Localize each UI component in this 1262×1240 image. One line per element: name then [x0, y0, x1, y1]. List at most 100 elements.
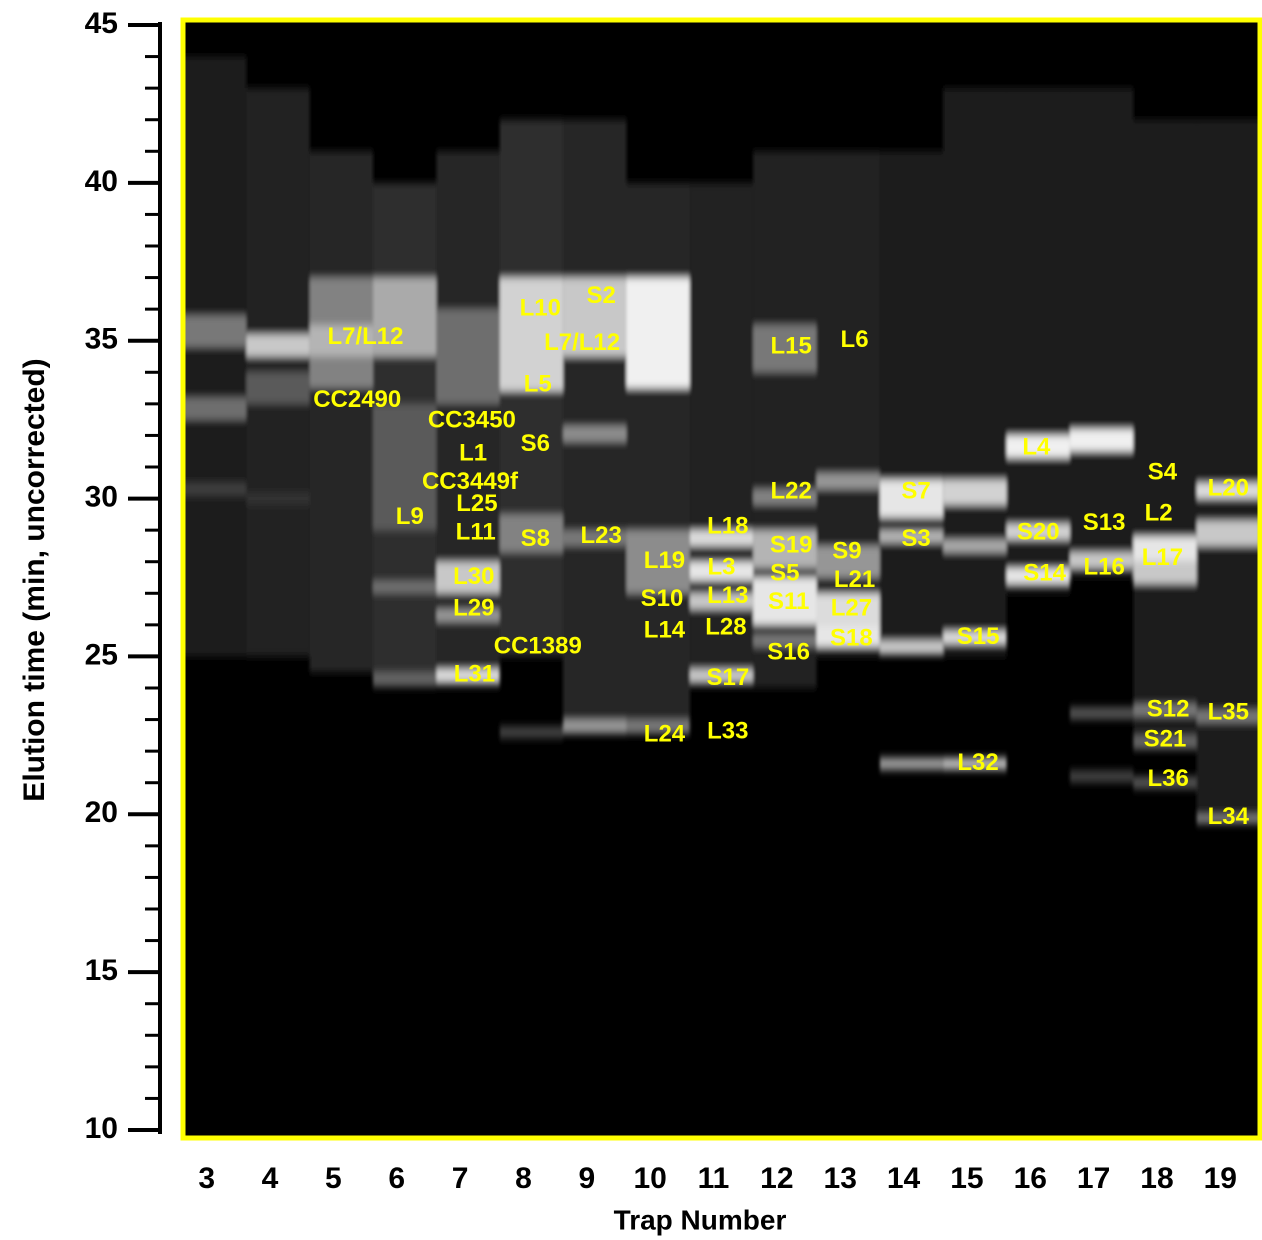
annotation: S15 [957, 623, 1000, 650]
band [879, 151, 944, 657]
plot-frame [180, 17, 1262, 1141]
band [879, 530, 944, 543]
y-tick-label: 45 [85, 7, 118, 40]
annotation: L14 [644, 617, 686, 644]
annotation: S14 [1023, 560, 1066, 587]
x-tick-label: 16 [1014, 1162, 1047, 1195]
annotation: S10 [641, 585, 684, 612]
annotation: L31 [454, 661, 495, 688]
x-tick-label: 19 [1204, 1162, 1237, 1195]
y-tick-label: 40 [85, 165, 118, 198]
x-tick-label: 5 [325, 1162, 342, 1195]
annotation: CC3449f [422, 468, 519, 495]
annotation: L1 [459, 440, 487, 467]
band [309, 151, 374, 673]
annotation: L17 [1142, 544, 1183, 571]
band [753, 489, 817, 505]
annotation: S18 [830, 624, 873, 651]
band [1196, 119, 1260, 824]
band [1133, 703, 1197, 717]
band [246, 492, 310, 505]
band [246, 372, 310, 404]
band [1006, 568, 1070, 584]
band [943, 631, 1007, 644]
band [689, 593, 754, 610]
band [436, 309, 500, 404]
annotation: S5 [770, 560, 799, 587]
band [436, 151, 500, 689]
y-axis-title: Elution time (min, uncorrected) [18, 358, 51, 801]
band [816, 473, 880, 490]
annotation: L7/L12 [544, 329, 620, 356]
band [1133, 776, 1197, 790]
band [499, 514, 564, 553]
band [1196, 520, 1260, 546]
band [563, 719, 627, 733]
annotation: L10 [520, 294, 561, 321]
annotation: S16 [767, 639, 810, 666]
band [1133, 735, 1197, 748]
annotation: L24 [644, 721, 686, 748]
x-tick-label: 12 [760, 1162, 793, 1195]
band [753, 634, 817, 647]
annotation: L6 [841, 326, 869, 353]
annotation: L16 [1083, 553, 1124, 580]
band [816, 593, 880, 625]
band [1069, 429, 1134, 452]
annotation: L23 [580, 522, 621, 549]
band [626, 277, 690, 389]
x-tick-label: 3 [198, 1162, 215, 1195]
annotation: S2 [586, 282, 615, 309]
band [626, 182, 690, 736]
annotation: S20 [1017, 519, 1060, 546]
annotation: L21 [834, 566, 875, 593]
band [1006, 435, 1070, 458]
band [689, 182, 754, 688]
band [183, 482, 247, 496]
band [689, 561, 754, 581]
x-tick-label: 15 [950, 1162, 983, 1195]
x-tick-label: 6 [388, 1162, 405, 1195]
band [626, 719, 690, 733]
annotation: L22 [771, 478, 812, 505]
band [183, 315, 247, 348]
band [183, 56, 247, 657]
x-tick-label: 18 [1140, 1162, 1173, 1195]
annotation: L18 [707, 512, 748, 539]
x-axis-title: Trap Number [614, 1204, 787, 1235]
annotation: S8 [521, 525, 550, 552]
band [436, 609, 500, 622]
band [183, 397, 247, 420]
band [879, 479, 944, 518]
band [753, 530, 817, 569]
annotation: L33 [707, 718, 748, 745]
band [1133, 561, 1197, 584]
annotation: L13 [707, 582, 748, 609]
annotation: S11 [768, 588, 809, 615]
band [1069, 552, 1134, 569]
annotation: L29 [453, 594, 494, 621]
annotation: S21 [1144, 725, 1187, 752]
band [373, 403, 437, 531]
y-tick-label: 15 [85, 954, 118, 987]
annotation: L25 [456, 490, 497, 517]
annotation: CC3450 [428, 407, 516, 434]
y-tick-label: 30 [85, 480, 118, 513]
annotation: L3 [707, 553, 735, 580]
annotation: S6 [521, 430, 550, 457]
band [373, 580, 437, 594]
band [1006, 88, 1070, 594]
band [753, 324, 817, 373]
band [1133, 536, 1197, 562]
band [879, 640, 944, 654]
annotation: L27 [831, 594, 872, 621]
x-tick-label: 17 [1077, 1162, 1110, 1195]
annotation: L11 [456, 519, 496, 546]
annotation: L36 [1147, 765, 1188, 792]
x-tick-label: 10 [633, 1162, 666, 1195]
annotation: L7/L12 [327, 323, 403, 350]
band [1069, 770, 1134, 783]
x-tick-label: 8 [515, 1162, 532, 1195]
